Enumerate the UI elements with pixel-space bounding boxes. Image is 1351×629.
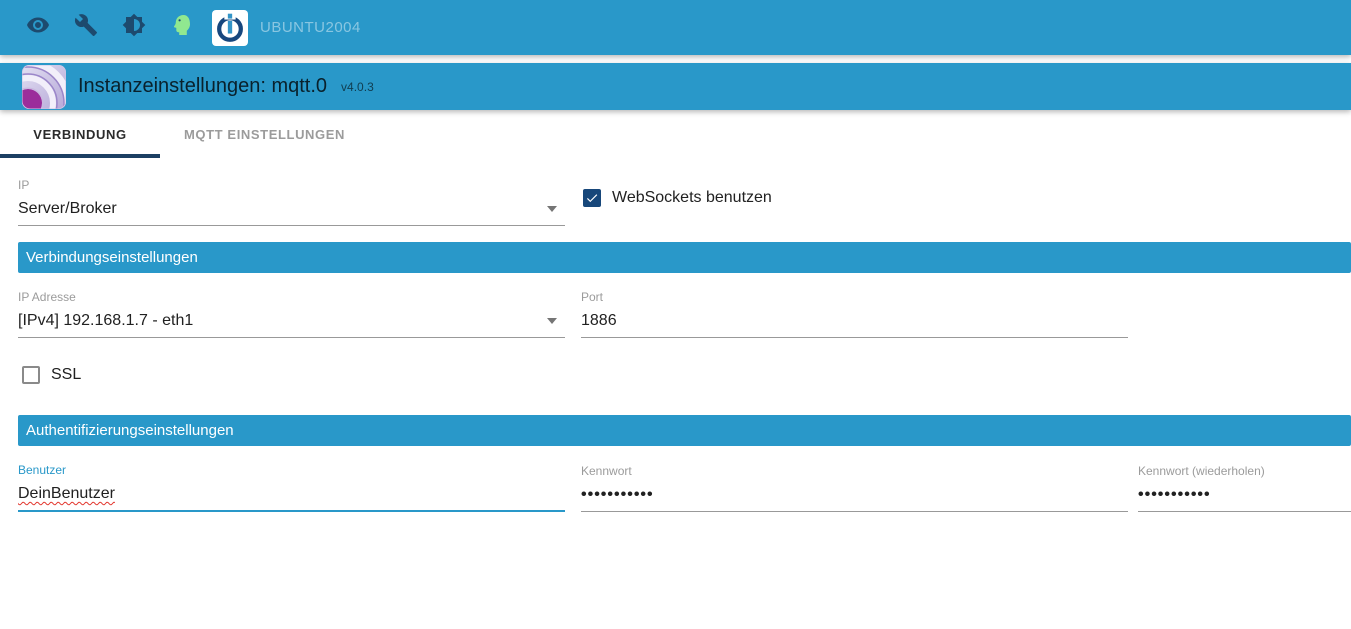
- websockets-checkbox-group[interactable]: WebSockets benutzen: [583, 189, 772, 207]
- settings-form: IP Server/Broker WebSockets benutzen Ver…: [0, 178, 1351, 512]
- password-value: •••••••••••: [581, 486, 654, 503]
- port-label: Port: [581, 290, 604, 304]
- wrench-icon: [74, 13, 98, 42]
- chevron-down-icon: [547, 318, 557, 324]
- expert-mode-button[interactable]: [158, 4, 206, 52]
- port-field[interactable]: Port 1886: [581, 290, 1128, 338]
- ip-address-label: IP Adresse: [18, 290, 76, 304]
- ssl-label: SSL: [51, 366, 82, 383]
- hostname-label: UBUNTU2004: [260, 19, 361, 36]
- connection-type-label: IP: [18, 178, 30, 192]
- settings-button[interactable]: [62, 4, 110, 52]
- ssl-checkbox-group[interactable]: SSL: [22, 366, 81, 384]
- password-repeat-value: •••••••••••: [1138, 486, 1211, 503]
- theme-toggle-button[interactable]: [110, 4, 158, 52]
- connection-type-select[interactable]: IP Server/Broker: [18, 178, 565, 226]
- password-label: Kennwort: [581, 464, 632, 478]
- mqtt-adapter-icon: [22, 64, 66, 109]
- tabstrip: VERBINDUNG MQTT EINSTELLUNGEN: [0, 110, 1351, 158]
- websockets-checkbox[interactable]: [583, 189, 601, 207]
- username-value: DeinBenutzer: [18, 485, 115, 502]
- eye-icon: [26, 13, 50, 42]
- connection-type-value: Server/Broker: [18, 200, 117, 217]
- username-label: Benutzer: [18, 463, 67, 477]
- page-title: Instanzeinstellungen: mqtt.0: [78, 75, 328, 97]
- port-value: 1886: [581, 312, 617, 329]
- section-authentication: Authentifizierungseinstellungen: [18, 415, 1351, 446]
- adapter-version: v4.0.3: [341, 79, 374, 94]
- expert-head-icon: [170, 13, 194, 42]
- username-field[interactable]: Benutzer DeinBenutzer: [18, 463, 565, 512]
- password-repeat-field[interactable]: Kennwort (wiederholen) •••••••••••: [1138, 464, 1351, 512]
- instance-header: Instanzeinstellungen: mqtt.0 v4.0.3: [0, 63, 1351, 110]
- tab-mqtt-einstellungen[interactable]: MQTT EINSTELLUNGEN: [184, 126, 346, 142]
- brightness-icon: [122, 13, 146, 42]
- password-repeat-label: Kennwort (wiederholen): [1138, 464, 1265, 478]
- iobroker-logo[interactable]: [212, 9, 248, 46]
- check-icon: [586, 194, 598, 203]
- top-system-bar: UBUNTU2004: [0, 0, 1351, 55]
- section-connection: Verbindungseinstellungen: [18, 242, 1351, 273]
- websockets-label: WebSockets benutzen: [612, 189, 772, 206]
- password-field[interactable]: Kennwort •••••••••••: [581, 464, 1128, 512]
- chevron-down-icon: [547, 206, 557, 212]
- ssl-checkbox[interactable]: [22, 366, 40, 384]
- ip-address-select[interactable]: IP Adresse [IPv4] 192.168.1.7 - eth1: [18, 290, 565, 338]
- visibility-button[interactable]: [14, 4, 62, 52]
- tab-verbindung[interactable]: VERBINDUNG: [0, 110, 160, 158]
- ip-address-value: [IPv4] 192.168.1.7 - eth1: [18, 312, 194, 329]
